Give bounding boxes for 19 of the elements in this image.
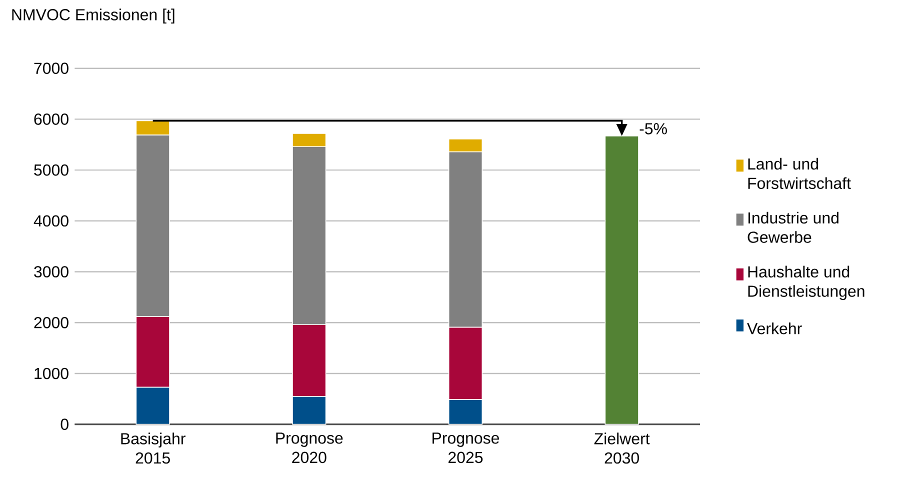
y-tick-label: 4000 bbox=[34, 215, 68, 227]
legend-label: Industrie und Gewerbe bbox=[748, 212, 838, 243]
y-tick-label: 5000 bbox=[34, 164, 68, 176]
y-tick-label: 7000 bbox=[34, 62, 68, 74]
x-tick-label: Prognose 2025 bbox=[432, 432, 500, 464]
x-tick-label: Zielwert 2030 bbox=[594, 432, 650, 464]
legend-label: Haushalte und Dienstleistungen bbox=[748, 266, 864, 300]
y-axis-title: NMVOC Emissionen [t] bbox=[12, 8, 174, 24]
x-tick-label: Prognose 2020 bbox=[276, 432, 343, 464]
y-tick-label: 0 bbox=[60, 418, 68, 430]
bar bbox=[604, 136, 639, 425]
y-tick-label: 1000 bbox=[34, 368, 68, 380]
legend-label: Verkehr bbox=[747, 322, 802, 334]
annotation: -5% bbox=[640, 123, 667, 134]
y-tick-label: 2000 bbox=[34, 316, 68, 328]
x-tick-label: Basisjahr 2015 bbox=[121, 432, 186, 464]
y-tick-label: 6000 bbox=[34, 114, 68, 125]
y-tick-label: 3000 bbox=[34, 266, 68, 278]
legend-label: Land- und Forstwirtschaft bbox=[748, 158, 851, 189]
